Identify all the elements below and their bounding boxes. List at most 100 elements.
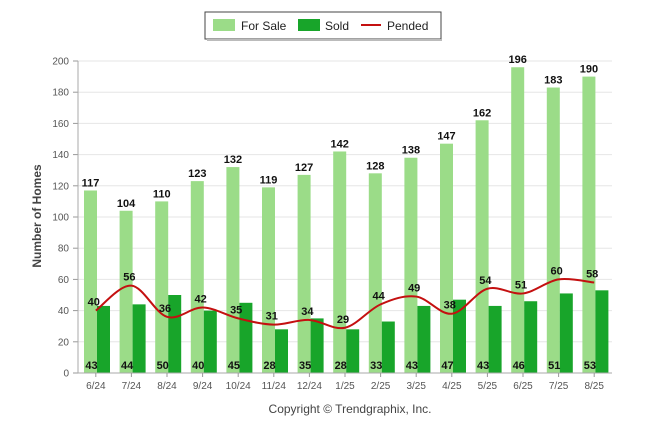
label-pended: 36 [159, 303, 171, 315]
y-tick-label: 0 [63, 369, 69, 380]
y-tick-label: 160 [52, 119, 69, 130]
label-for-sale: 104 [117, 198, 136, 210]
legend-label-sold: Sold [325, 19, 349, 33]
label-pended: 40 [88, 297, 100, 309]
x-tick-label: 3/25 [406, 381, 426, 392]
legend-swatch-sold [298, 19, 320, 31]
label-sold: 33 [370, 360, 382, 372]
label-pended: 44 [372, 290, 385, 302]
bar-for-sale [546, 87, 560, 374]
y-axis: 0 20 40 60 80 100 120 140 160 180 200 [52, 57, 79, 380]
bar-for-sale [190, 181, 204, 373]
bar-for-sale [440, 143, 453, 373]
label-pended: 60 [550, 265, 562, 277]
y-tick-label: 100 [52, 213, 69, 224]
label-sold: 46 [513, 360, 525, 372]
label-sold: 28 [263, 360, 275, 372]
label-pended: 49 [408, 283, 420, 295]
bar-for-sale [368, 173, 382, 373]
bar-sold [595, 290, 609, 373]
x-tick-label: 7/25 [549, 381, 569, 392]
label-sold: 43 [406, 360, 418, 372]
legend-label-for-sale: For Sale [241, 19, 287, 33]
y-tick-label: 60 [58, 275, 70, 286]
bar-sold [559, 293, 573, 373]
y-tick-label: 200 [52, 57, 69, 68]
x-tick-label: 10/24 [226, 381, 251, 392]
label-pended: 35 [230, 304, 242, 316]
label-pended: 58 [586, 269, 598, 281]
bar-sold [346, 329, 360, 373]
bar-for-sale [262, 187, 275, 373]
label-sold: 28 [335, 360, 347, 372]
bar-sold [203, 310, 217, 373]
bar-sold [524, 301, 538, 373]
label-for-sale: 110 [153, 188, 171, 200]
bar-sold [168, 295, 182, 373]
label-sold: 44 [121, 360, 134, 372]
bars [84, 67, 609, 374]
label-for-sale: 123 [188, 168, 206, 180]
x-tick-label: 12/24 [297, 381, 322, 392]
bar-for-sale [155, 201, 169, 373]
label-for-sale: 117 [82, 177, 100, 189]
label-for-sale: 142 [331, 138, 349, 150]
y-axis-label: Number of Homes [30, 164, 44, 268]
bar-sold [453, 299, 466, 373]
label-pended: 29 [337, 314, 349, 326]
label-for-sale: 183 [544, 75, 562, 87]
label-sold: 43 [85, 360, 97, 372]
label-for-sale: 138 [402, 145, 420, 157]
bar-for-sale [511, 67, 525, 374]
label-sold: 45 [228, 360, 240, 372]
label-pended: 51 [515, 279, 527, 291]
label-sold: 51 [548, 360, 560, 372]
y-tick-label: 180 [52, 88, 69, 99]
legend-box [204, 11, 442, 40]
x-tick-label: 6/24 [86, 381, 106, 392]
bar-sold [275, 329, 288, 373]
label-for-sale: 162 [473, 107, 491, 119]
label-for-sale: 127 [295, 162, 313, 174]
x-tick-label: 5/25 [478, 381, 498, 392]
y-tick-label: 140 [52, 150, 69, 161]
label-pended: 34 [301, 306, 314, 318]
y-tick-label: 40 [58, 306, 70, 317]
x-axis: 6/24 7/24 8/24 9/24 10/24 11/24 12/24 1/25 2/25 3… [78, 372, 612, 392]
x-tick-label: 8/24 [157, 381, 177, 392]
pended-line [95, 277, 595, 330]
copyright-credit: Copyright © Trendgraphix, Inc. [269, 402, 432, 416]
y-tick-label: 20 [58, 337, 70, 348]
bar-for-sale [582, 76, 596, 373]
bar-sold [97, 305, 110, 373]
x-tick-label: 11/24 [262, 381, 287, 392]
bar-sold [417, 305, 431, 373]
legend: For Sale Sold Pended [204, 11, 442, 41]
x-tick-label: 2/25 [371, 381, 391, 392]
bar-for-sale [333, 151, 347, 373]
y-tick-label: 80 [58, 244, 70, 255]
label-for-sale: 119 [260, 174, 278, 186]
pended-line-path [95, 277, 595, 330]
x-tick-label: 1/25 [335, 381, 355, 392]
label-sold: 35 [299, 360, 311, 372]
x-tick-label: 6/25 [513, 381, 533, 392]
bar-for-sale [404, 157, 418, 373]
x-tick-label: 9/24 [193, 381, 213, 392]
bar-for-sale [297, 174, 311, 373]
label-sold: 50 [157, 360, 169, 372]
label-sold: 47 [441, 360, 453, 372]
bar-sold [132, 304, 146, 373]
label-pended: 31 [266, 311, 278, 323]
label-pended: 54 [479, 275, 492, 287]
x-tick-label: 4/25 [442, 381, 462, 392]
legend-swatch-for-sale [213, 19, 235, 31]
legend-label-pended: Pended [387, 19, 428, 33]
data-labels: 117 43 40 104 44 56 110 50 36 123 40 42 132 45 35 119 28… [82, 54, 599, 372]
bar-for-sale [119, 210, 133, 373]
label-for-sale: 132 [224, 154, 242, 166]
bar-for-sale [475, 120, 489, 373]
label-for-sale: 147 [437, 131, 455, 143]
label-for-sale: 190 [580, 64, 598, 76]
